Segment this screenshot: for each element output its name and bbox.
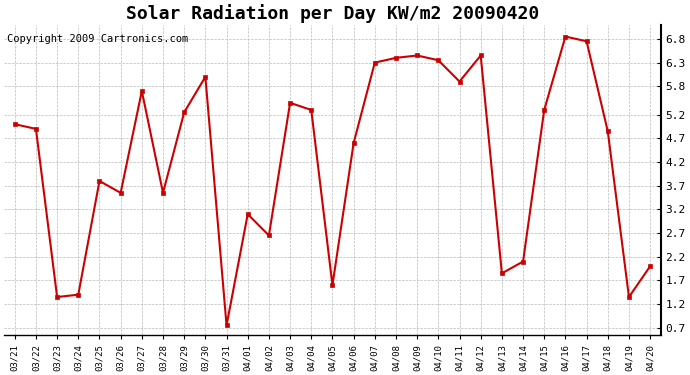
Text: Copyright 2009 Cartronics.com: Copyright 2009 Cartronics.com (8, 34, 188, 44)
Title: Solar Radiation per Day KW/m2 20090420: Solar Radiation per Day KW/m2 20090420 (126, 4, 539, 23)
